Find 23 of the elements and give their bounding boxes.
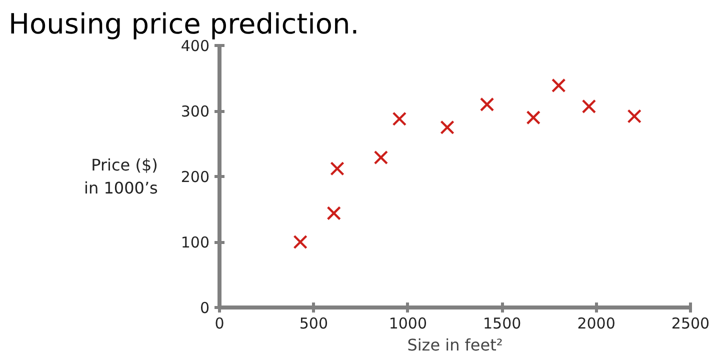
- x-axis-title: Size in feet²: [407, 336, 503, 354]
- point: [582, 99, 596, 114]
- point: [392, 112, 407, 126]
- x-tick-label: 0: [214, 314, 224, 332]
- point: [374, 150, 388, 165]
- point: [326, 206, 341, 220]
- x-tick-label: 1000: [388, 314, 427, 332]
- y-tick-label: 200: [180, 168, 210, 186]
- point: [526, 110, 540, 125]
- x-tick-label: 2500: [671, 314, 710, 332]
- point: [552, 78, 566, 93]
- x-tick-label: 2000: [577, 314, 616, 332]
- point: [293, 234, 308, 250]
- point: [627, 109, 642, 124]
- x-tick-label: 500: [299, 314, 328, 332]
- point: [330, 162, 344, 176]
- y-tick-label: 300: [180, 102, 210, 120]
- x-tick-label: 1500: [483, 314, 522, 332]
- point: [480, 97, 494, 112]
- point: [440, 120, 454, 134]
- y-tick-label: 100: [180, 234, 210, 252]
- y-axis-title: Price ($) in 1000’s: [84, 156, 158, 198]
- y-tick-label: 0: [200, 299, 210, 317]
